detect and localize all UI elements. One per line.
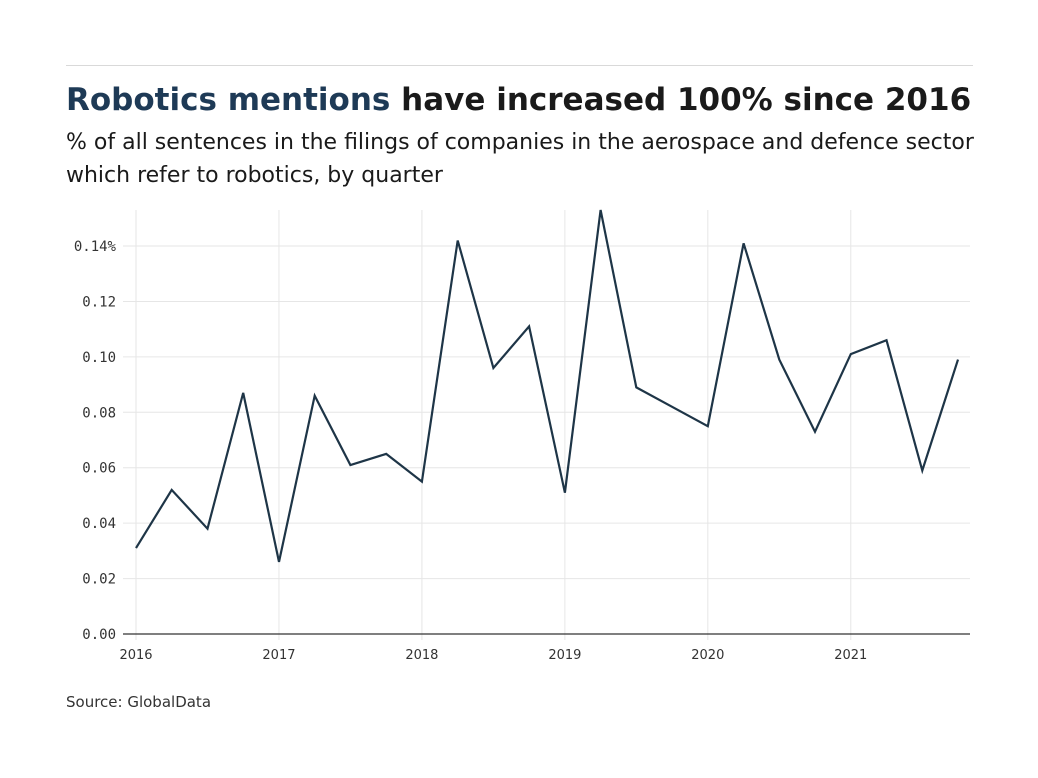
x-tick-label: 2018 bbox=[405, 648, 438, 663]
y-tick-label: 0.04 bbox=[82, 516, 116, 532]
line-chart: 0.000.020.040.060.080.100.120.14% 2016 20… bbox=[74, 209, 970, 663]
x-tick-label: 2021 bbox=[834, 648, 867, 663]
source-note: Source: GlobalData bbox=[66, 693, 212, 711]
x-tick-label: 2017 bbox=[262, 648, 295, 663]
chart-subtitle: % of all sentences in the filings of com… bbox=[66, 130, 974, 188]
y-tick-labels: 0.00 0.02 0.04 0.06 0.08 0.10 0.12 0.14% bbox=[74, 239, 117, 643]
x-gridlines bbox=[135, 210, 852, 640]
y-tick-label: 0.12 bbox=[82, 294, 116, 310]
top-rule bbox=[66, 65, 973, 66]
x-tick-label: 2019 bbox=[548, 648, 581, 663]
y-tick-label: 0.06 bbox=[82, 461, 116, 477]
y-gridlines bbox=[123, 245, 970, 580]
y-tick-label: 0.02 bbox=[82, 572, 116, 588]
title-rest: have increased 100% since 2016 bbox=[390, 82, 972, 118]
x-tick-label: 2020 bbox=[691, 648, 724, 663]
y-tick-label: 0.08 bbox=[82, 405, 116, 421]
chart-title: Robotics mentions have increased 100% si… bbox=[66, 80, 971, 120]
x-tick-label: 2016 bbox=[119, 648, 152, 663]
x-tick-labels: 2016 2017 2018 2019 2020 2021 bbox=[119, 648, 867, 663]
y-tick-label: 0.14% bbox=[74, 239, 117, 255]
y-tick-label: 0.10 bbox=[82, 350, 116, 366]
series-line-robotics bbox=[135, 209, 960, 563]
y-tick-label: 0.00 bbox=[82, 627, 116, 643]
title-highlight: Robotics mentions bbox=[66, 82, 391, 118]
